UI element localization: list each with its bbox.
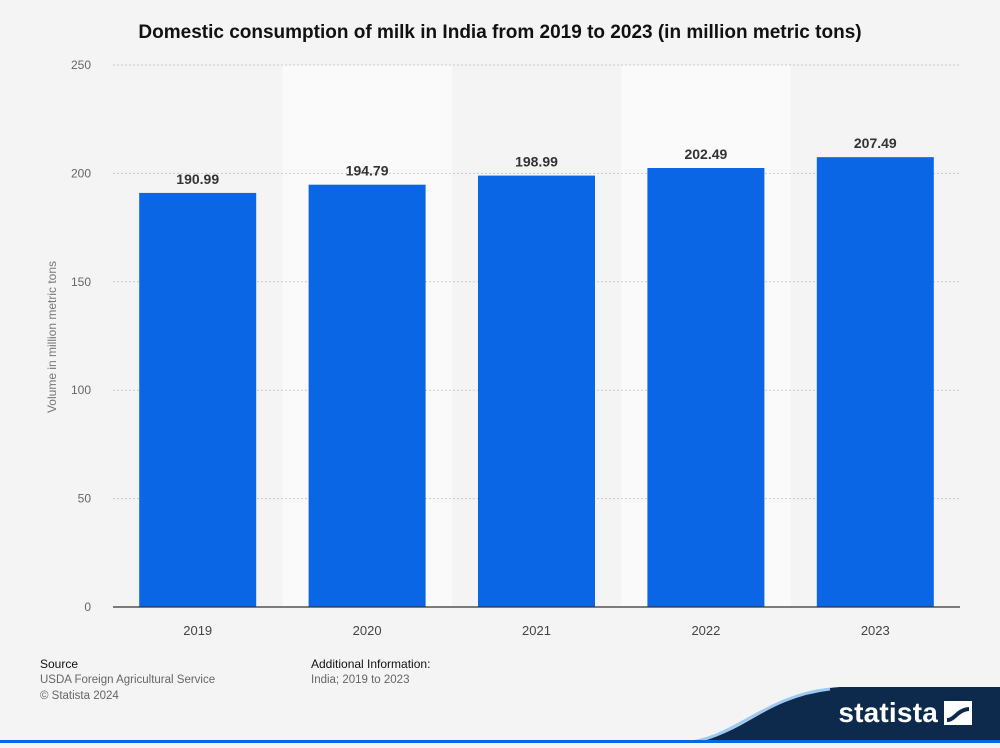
value-label: 202.49 xyxy=(684,146,727,162)
y-axis-ticks: 0 50 100 150 200 250 xyxy=(71,58,91,614)
y-tick-label: 150 xyxy=(71,275,91,289)
y-tick-label: 250 xyxy=(71,58,91,72)
x-tick-label: 2023 xyxy=(861,623,890,638)
y-axis-label: Volume in million metric tons xyxy=(45,260,59,414)
x-tick-label: 2019 xyxy=(183,623,212,638)
additional-info-text: India; 2019 to 2023 xyxy=(311,674,410,686)
bars xyxy=(139,157,934,608)
statista-logo-icon xyxy=(944,701,972,725)
bottom-accent-line xyxy=(0,740,1000,743)
x-tick-label: 2020 xyxy=(353,623,382,638)
source-block: Source USDA Foreign Agricultural Service… xyxy=(40,656,215,704)
statista-brand-block: statista xyxy=(679,681,1000,745)
bar-2019[interactable] xyxy=(139,192,257,607)
x-tick-label: 2021 xyxy=(522,623,551,638)
y-tick-label: 50 xyxy=(78,492,92,506)
bar-2022[interactable] xyxy=(647,168,765,607)
source-heading: Source xyxy=(40,657,79,671)
source-line-1: USDA Foreign Agricultural Service xyxy=(40,674,216,686)
value-label: 194.79 xyxy=(346,163,389,179)
y-tick-label: 0 xyxy=(84,600,91,614)
value-label: 207.49 xyxy=(854,135,897,151)
bar-chart: 0 50 100 150 200 250 190.99 194.79 198.99 202.49… xyxy=(71,58,960,638)
x-axis-ticks: 2019 2020 2021 2022 2023 xyxy=(183,623,890,638)
x-tick-label: 2022 xyxy=(691,623,720,638)
additional-info-block: Additional Information: India; 2019 to 2… xyxy=(311,656,430,688)
additional-info-heading: Additional Information: xyxy=(311,657,431,671)
bar-2021[interactable] xyxy=(478,175,595,608)
source-line-2: © Statista 2024 xyxy=(40,690,119,702)
y-tick-label: 100 xyxy=(71,383,91,397)
bar-2020[interactable] xyxy=(308,184,426,607)
value-label: 190.99 xyxy=(176,171,219,187)
chart-title: Domestic consumption of milk in India fr… xyxy=(138,22,862,43)
y-tick-label: 200 xyxy=(71,166,91,180)
value-label: 198.99 xyxy=(515,154,558,170)
statista-logo-text[interactable]: statista xyxy=(838,697,938,728)
value-labels: 190.99 194.79 198.99 202.49 207.49 xyxy=(176,135,897,187)
bar-2023[interactable] xyxy=(816,157,934,607)
